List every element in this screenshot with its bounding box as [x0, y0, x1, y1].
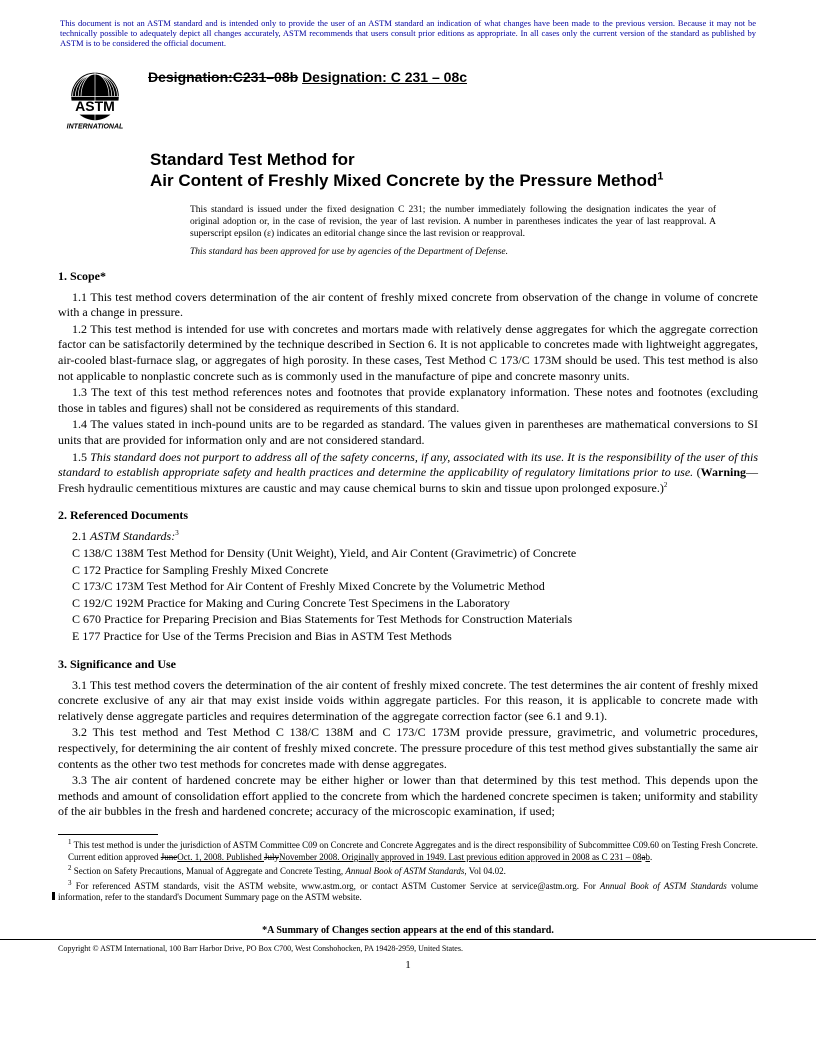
title-line1: Standard Test Method for — [150, 150, 355, 169]
sig-heading: 3. Significance and Use — [58, 657, 758, 672]
sig-3-2: 3.2 This test method and Test Method C 1… — [58, 725, 758, 772]
summary-changes-note: *A Summary of Changes section appears at… — [0, 925, 816, 936]
title-block: Standard Test Method for Air Content of … — [150, 149, 756, 192]
svg-text:ASTM: ASTM — [75, 98, 115, 114]
disclaimer-text: This document is not an ASTM standard an… — [0, 0, 816, 59]
footnote-1b: Current edition approved JuneOct. 1, 200… — [58, 852, 758, 863]
footnote-3: 3 For referenced ASTM standards, visit t… — [58, 879, 758, 904]
designation-new: Designation: C 231 – 08c — [302, 69, 467, 85]
footnote-rule — [58, 834, 158, 835]
header-row: ASTM INTERNATIONAL Designation:C231–08b … — [0, 67, 816, 137]
scope-1-3: 1.3 The text of this test method referen… — [58, 385, 758, 416]
footnote-2: 2 Section on Safety Precautions, Manual … — [58, 864, 758, 877]
designation-line: Designation:C231–08b Designation: C 231 … — [148, 69, 467, 85]
refs-heading: 2. Referenced Documents — [58, 508, 758, 523]
astm-logo: ASTM INTERNATIONAL — [60, 67, 130, 137]
sig-3-3: 3.3 The air content of hardened concrete… — [58, 773, 758, 820]
scope-1-4: 1.4 The values stated in inch-pound unit… — [58, 417, 758, 448]
change-bar-icon — [52, 892, 55, 900]
ref-c138: C 138/C 138M Test Method for Density (Un… — [72, 546, 758, 562]
refs-2-1: 2.1 ASTM Standards:3 — [58, 529, 758, 545]
dod-note: This standard has been approved for use … — [190, 247, 716, 257]
footnote-1: 1 This test method is under the jurisdic… — [58, 838, 758, 851]
sig-3-1: 3.1 This test method covers the determin… — [58, 678, 758, 725]
ref-c670: C 670 Practice for Preparing Precision a… — [72, 612, 758, 628]
designation-old: Designation:C231–08b — [148, 69, 298, 85]
scope-1-1: 1.1 This test method covers determinatio… — [58, 290, 758, 321]
title-line2: Air Content of Freshly Mixed Concrete by… — [150, 171, 657, 190]
page-number: 1 — [0, 959, 816, 971]
copyright-line: Copyright © ASTM International, 100 Barr… — [0, 939, 816, 953]
astm-logo-svg: ASTM INTERNATIONAL — [60, 67, 130, 137]
scope-1-2: 1.2 This test method is intended for use… — [58, 322, 758, 384]
ref-c172: C 172 Practice for Sampling Freshly Mixe… — [72, 563, 758, 579]
svg-text:INTERNATIONAL: INTERNATIONAL — [67, 123, 124, 130]
main-content: 1. Scope* 1.1 This test method covers de… — [0, 269, 816, 820]
scope-1-5: 1.5 This standard does not purport to ad… — [58, 450, 758, 497]
ref-c192: C 192/C 192M Practice for Making and Cur… — [72, 596, 758, 612]
scope-heading: 1. Scope* — [58, 269, 758, 284]
issuance-note: This standard is issued under the fixed … — [190, 205, 716, 241]
ref-e177: E 177 Practice for Use of the Terms Prec… — [72, 629, 758, 645]
ref-c173: C 173/C 173M Test Method for Air Content… — [72, 579, 758, 595]
footnotes: 1 This test method is under the jurisdic… — [0, 838, 816, 903]
title-sup: 1 — [657, 170, 663, 182]
